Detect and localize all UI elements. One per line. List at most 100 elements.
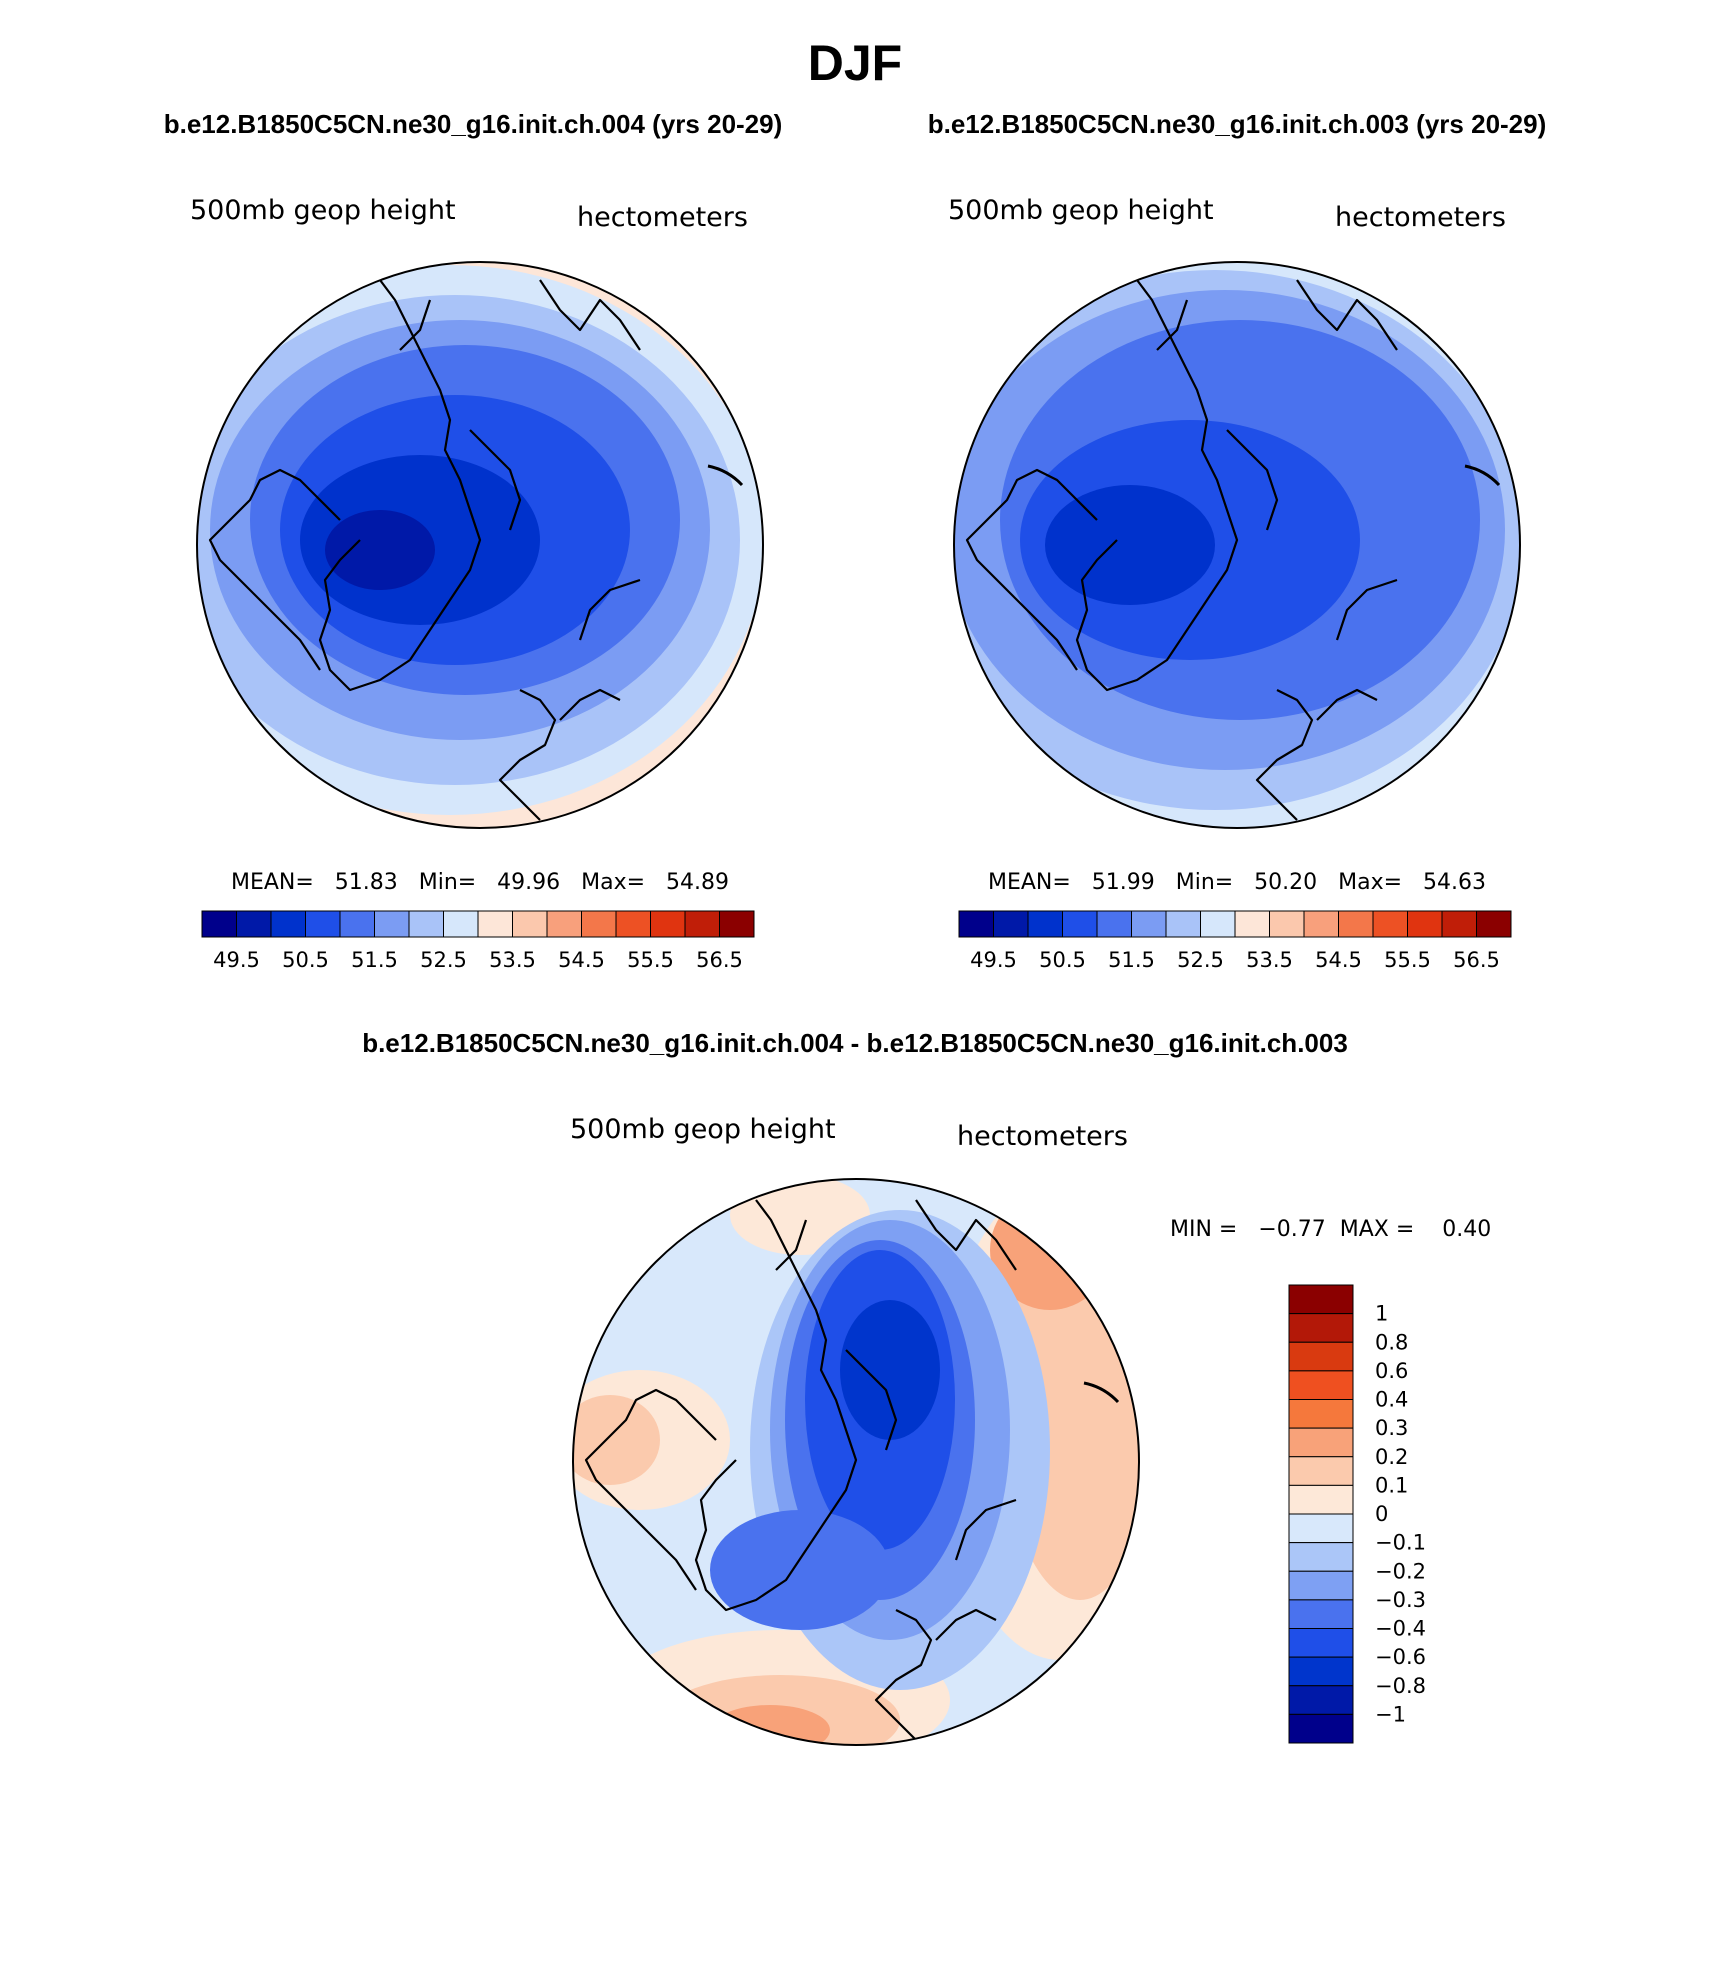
panel-b-colorbar-tick-label: 55.5 [1384, 948, 1431, 972]
panel-b-colorbar-swatch [1165, 910, 1201, 938]
panel-b-colorbar-swatch [1338, 910, 1374, 938]
diff-colorbar-swatch [1288, 1685, 1354, 1715]
diff-colorbar-tick-label: 0 [1375, 1502, 1388, 1526]
case-header-right: b.e12.B1850C5CN.ne30_g16.init.ch.003 (yr… [928, 109, 1547, 139]
panel-b-colorbar-swatch [958, 910, 994, 938]
panel-b-colorbar-swatch [993, 910, 1029, 938]
panel-a-colorbar-tick-label: 53.5 [489, 948, 536, 972]
panel-difference: b.e12.B1850C5CN.ne30_g16.init.ch.004 - b… [362, 1028, 1491, 1746]
diff-colorbar-swatch [1288, 1542, 1354, 1572]
diff-colorbar-swatch [1288, 1628, 1354, 1658]
diff-colorbar-tick-label: 0.6 [1375, 1359, 1408, 1383]
diff-coastlines [584, 1199, 1017, 1741]
panel-a-colorbar-swatch [270, 910, 306, 938]
panel-a-colorbar-swatch [201, 910, 237, 938]
panel-b-colorbar-swatch [1062, 910, 1098, 938]
panel-a-variable: 500mb geop height [190, 195, 456, 226]
panel-a-stats: MEAN= 51.83 Min= 49.96 Max= 54.89 [231, 870, 729, 895]
diff-colorbar-swatch [1288, 1284, 1354, 1315]
panel-a-colorbar-swatch [581, 910, 617, 938]
diff-island [1083, 1381, 1120, 1404]
panel-case-004: 500mb geop height hectometers [190, 195, 764, 972]
panel-b-colorbar-swatch [1476, 910, 1512, 938]
panel-b-island [1464, 464, 1501, 487]
diff-colorbar-tick-label: 1 [1375, 1302, 1388, 1326]
panel-a-colorbar-swatch [408, 910, 444, 938]
panel-b-colorbar-tick-label: 49.5 [970, 948, 1017, 972]
season-title: DJF [808, 35, 902, 91]
panel-a-colorbar-swatch [719, 910, 755, 938]
panel-b-colorbar-tick-label: 52.5 [1177, 948, 1224, 972]
diff-units: hectometers [957, 1121, 1128, 1152]
panel-a-colorbar-tick-label: 49.5 [213, 948, 260, 972]
panel-a-colorbar-tick-label: 56.5 [696, 948, 743, 972]
diff-header: b.e12.B1850C5CN.ne30_g16.init.ch.004 - b… [362, 1028, 1348, 1058]
panel-a-colorbar-tick-label: 52.5 [420, 948, 467, 972]
diff-colorbar-tick-label: −0.4 [1375, 1617, 1426, 1641]
panel-b-colorbar-swatch [1131, 910, 1167, 938]
diff-colorbar-tick-label: −0.1 [1375, 1531, 1426, 1555]
diff-colorbar-tick-label: 0.4 [1375, 1388, 1408, 1412]
panel-a-units: hectometers [577, 202, 748, 233]
diff-colorbar-tick-label: 0.2 [1375, 1445, 1408, 1469]
panel-a-map-border [196, 261, 764, 829]
panel-b-colorbar-swatch [1096, 910, 1132, 938]
panel-a-colorbar-swatch [615, 910, 651, 938]
panel-b-colorbar-tick-label: 56.5 [1453, 948, 1500, 972]
panel-a-colorbar-swatch [546, 910, 582, 938]
panel-a-colorbar-swatch [650, 910, 686, 938]
diff-colorbar-tick-label: −0.2 [1375, 1559, 1426, 1583]
panel-b-colorbar-swatch [1303, 910, 1339, 938]
diff-colorbar-swatch [1288, 1399, 1354, 1429]
panel-b-units: hectometers [1335, 202, 1506, 233]
diff-map [573, 1179, 1139, 1745]
panel-a-colorbar-swatch [236, 910, 272, 938]
panel-case-003: 500mb geop height hectometers [948, 195, 1521, 972]
panel-b-colorbar-swatch [1200, 910, 1236, 938]
diff-colorbar-tick-label: 0.3 [1375, 1416, 1408, 1440]
diff-variable: 500mb geop height [570, 1114, 836, 1145]
diff-colorbar-tick-label: −1 [1375, 1702, 1406, 1726]
panel-b-colorbar-swatch [1269, 910, 1305, 938]
panel-a-colorbar-tick-label: 51.5 [351, 948, 398, 972]
panel-b-colorbar-swatch [1372, 910, 1408, 938]
panel-a-colorbar-swatch [443, 910, 479, 938]
diff-colorbar-swatch [1288, 1656, 1354, 1687]
diff-colorbar-swatch [1288, 1341, 1354, 1372]
panel-b-colorbar-tick-label: 51.5 [1108, 948, 1155, 972]
panel-b-colorbar-tick-label: 54.5 [1315, 948, 1362, 972]
diff-colorbar-swatch [1288, 1456, 1354, 1486]
diff-colorbar-tick-label: 0.8 [1375, 1330, 1408, 1354]
diff-colorbar-swatch [1288, 1427, 1354, 1458]
diff-colorbar-swatch [1288, 1513, 1354, 1544]
panel-a-colorbar-swatch [512, 910, 548, 938]
panel-b-map [954, 262, 1520, 828]
panel-b-colorbar-tick-label: 50.5 [1039, 948, 1086, 972]
panel-a-colorbar-tick-label: 54.5 [558, 948, 605, 972]
diff-colorbar-swatch [1288, 1570, 1354, 1601]
diff-colorbar-swatch [1288, 1313, 1354, 1343]
panel-a-colorbar-swatch [684, 910, 720, 938]
panel-b-colorbar-swatch [1407, 910, 1443, 938]
panel-a-island [707, 464, 744, 487]
panel-a-colorbar-swatch [374, 910, 410, 938]
diff-colorbar: 1 0.8 0.6 0.4 0.3 0.2 0.1 0 −0.1 −0.2 −0.3 −0.4 −0.6… [1288, 1284, 1426, 1744]
diff-colorbar-tick-label: −0.8 [1375, 1674, 1426, 1698]
panel-a-colorbar-swatch [305, 910, 341, 938]
diff-colorbar-swatch [1288, 1484, 1354, 1515]
diff-stats: MIN = −0.77 MAX = 0.40 [1170, 1217, 1491, 1242]
panel-b-coastlines [965, 279, 1398, 821]
panel-b-colorbar-swatch [1027, 910, 1063, 938]
diff-colorbar-swatch [1288, 1370, 1354, 1400]
panel-b-map-border [953, 261, 1521, 829]
case-header-left: b.e12.B1850C5CN.ne30_g16.init.ch.004 (yr… [164, 109, 783, 139]
panel-a-colorbar-tick-label: 50.5 [282, 948, 329, 972]
diff-colorbar-swatch [1288, 1599, 1354, 1629]
panel-b-stats: MEAN= 51.99 Min= 50.20 Max= 54.63 [988, 870, 1486, 895]
panel-b-colorbar-swatch [1441, 910, 1477, 938]
panel-a-colorbar: 49.5 50.5 51.5 52.5 53.5 54.5 55.5 56.5 [201, 910, 755, 972]
diff-colorbar-swatch [1288, 1713, 1354, 1744]
panel-a-coastlines [208, 279, 641, 821]
diff-colorbar-tick-label: −0.3 [1375, 1588, 1426, 1612]
